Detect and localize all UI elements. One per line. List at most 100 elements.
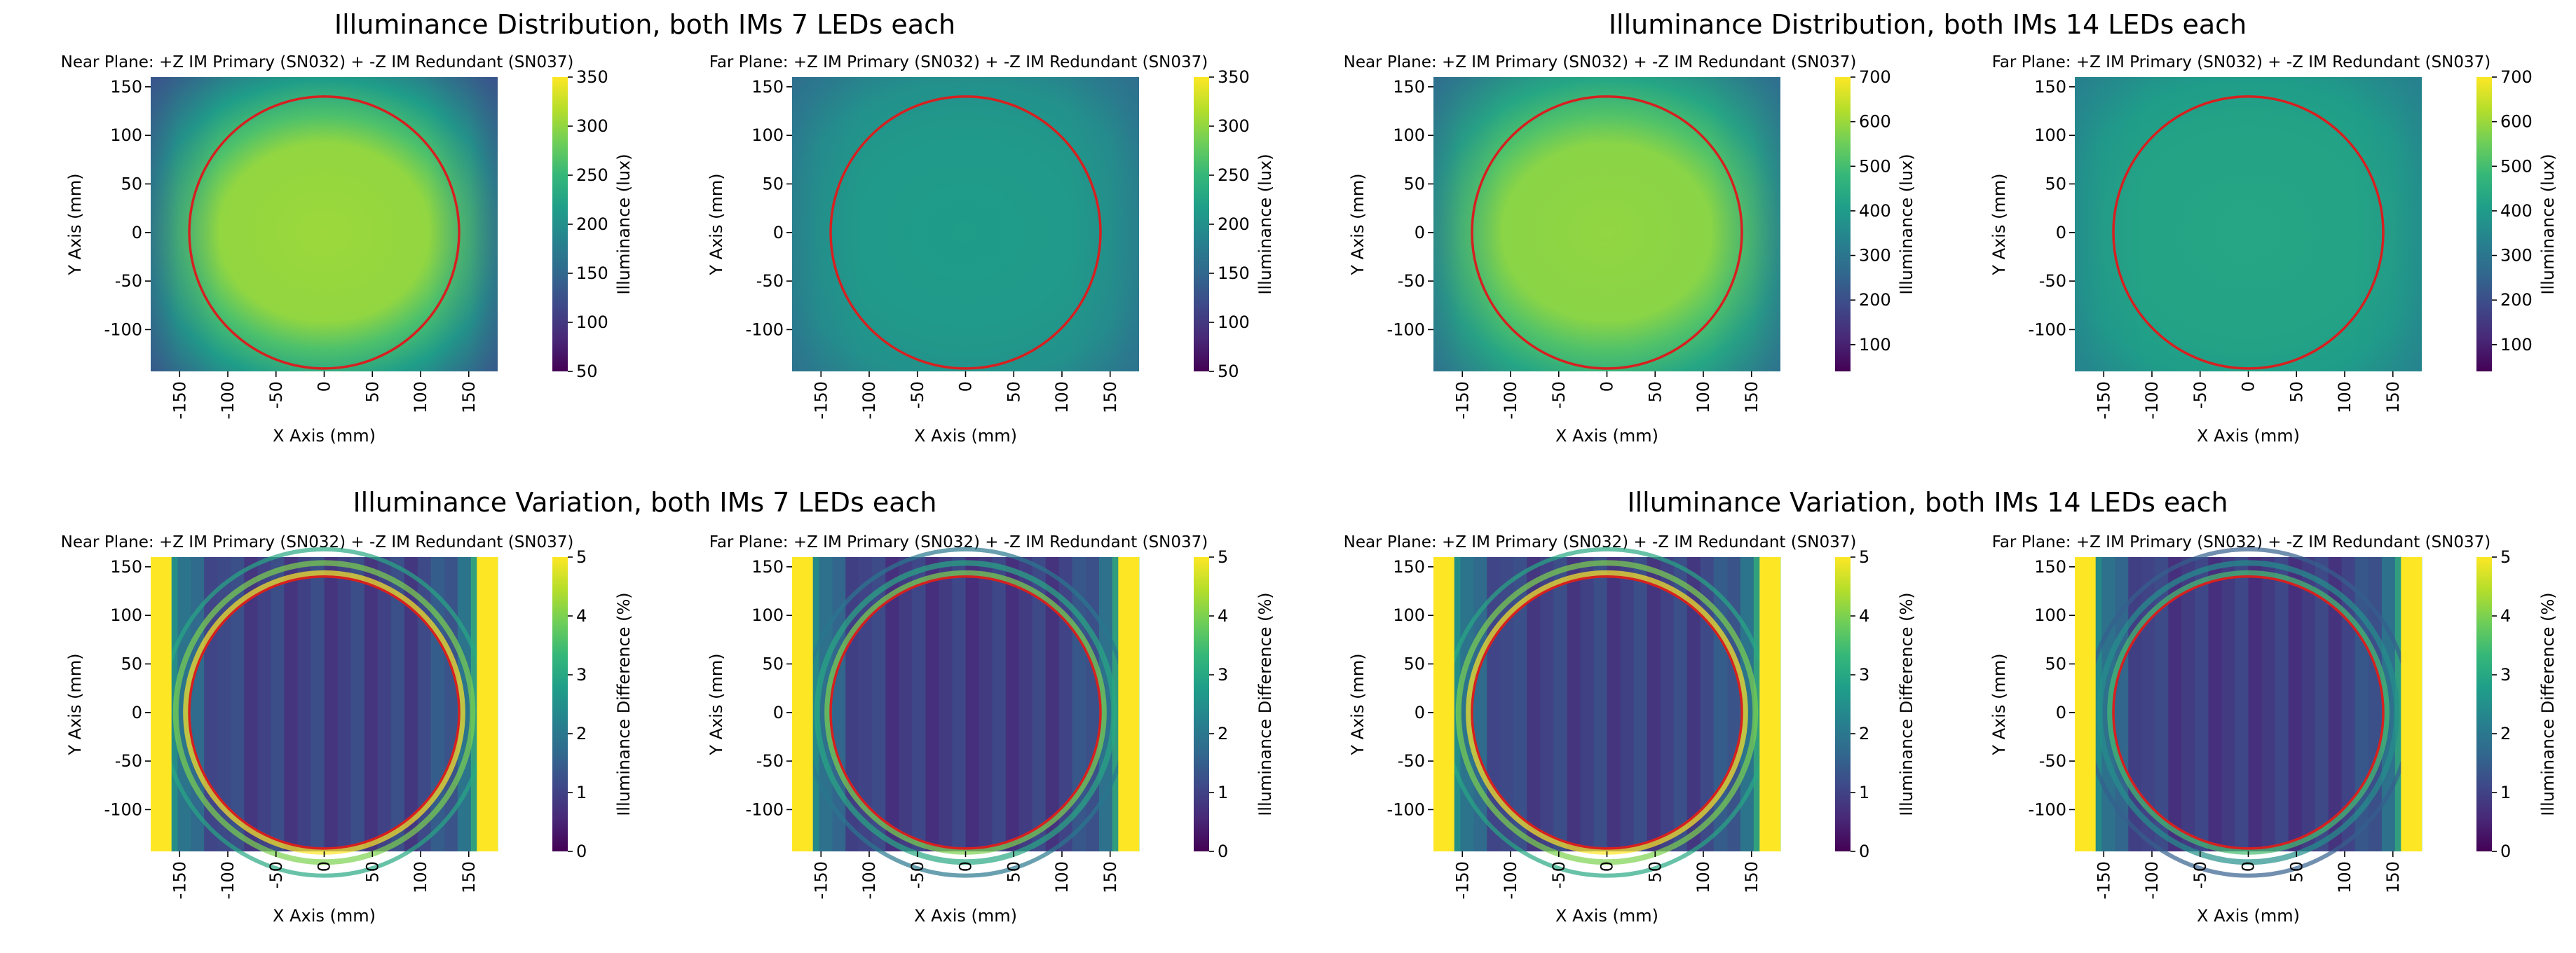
y-tick-label: 50	[2045, 654, 2066, 673]
colorbar-tick-label: 0	[1218, 842, 1228, 861]
colorbar-tick-label: 300	[576, 116, 608, 136]
x-axis-label: X Axis (mm)	[914, 906, 1017, 926]
y-tick-label: 0	[2056, 223, 2066, 242]
y-tick-label: 150	[751, 77, 784, 97]
y-tick-label: -100	[104, 320, 142, 339]
x-tick-label: 0	[956, 381, 976, 392]
variation-stripe	[965, 557, 980, 851]
panel-p4: Far Plane: +Z IM Primary (SN032) + -Z IM…	[1989, 53, 2558, 446]
y-tick-label: -50	[1398, 751, 1425, 771]
y-tick-label: 100	[110, 125, 142, 145]
variation-stripe	[1513, 557, 1527, 851]
x-axis-label: X Axis (mm)	[914, 426, 1017, 446]
variation-stripe	[2221, 557, 2235, 851]
x-tick-label: 100	[1694, 861, 1713, 893]
colorbar-tick-label: 0	[576, 842, 587, 861]
suptitle-distribution-7-leds: Illuminance Distribution, both IMs 7 LED…	[334, 9, 955, 40]
x-tick-label: 150	[2383, 861, 2403, 893]
variation-stripe	[2168, 557, 2182, 851]
colorbar-tick-label: 400	[1859, 201, 1891, 221]
colorbar-tick-label: 200	[576, 214, 608, 234]
variation-stripe	[912, 557, 926, 851]
variation-left-band	[1433, 557, 1454, 851]
y-tick-label: -100	[1387, 800, 1425, 819]
y-tick-label: 0	[132, 703, 142, 722]
colorbar-tick-label: 250	[1218, 165, 1250, 185]
variation-stripe	[939, 557, 953, 851]
x-tick-label: 150	[2383, 381, 2403, 413]
colorbar-tick-label: 300	[2500, 246, 2533, 266]
variation-stripe	[1580, 557, 1594, 851]
y-tick-label: 50	[1403, 654, 1425, 673]
y-axis-label: Y Axis (mm)	[1989, 173, 2009, 275]
colorbar-tick-label: 50	[1218, 362, 1239, 381]
variation-stripe	[1032, 557, 1047, 851]
x-axis-label: X Axis (mm)	[273, 906, 376, 926]
x-tick-label: 100	[1052, 381, 1072, 413]
y-tick-label: 50	[762, 174, 784, 193]
variation-stripe	[1633, 557, 1648, 851]
variation-stripe	[2155, 557, 2169, 851]
aperture-circle	[188, 95, 461, 370]
colorbar-tick-label: 100	[576, 313, 608, 332]
colorbar-label: Illuminance (lux)	[2538, 153, 2558, 294]
x-tick-label: 100	[1694, 381, 1713, 413]
variation-stripe	[1500, 557, 1514, 851]
aperture-circle	[1471, 95, 1743, 370]
aperture-circle	[2112, 575, 2385, 850]
y-tick-label: 0	[1415, 703, 1425, 722]
variation-ring	[172, 560, 476, 865]
y-axis-label: Y Axis (mm)	[1348, 653, 1368, 755]
colorbar-tick-label: 100	[2500, 335, 2533, 355]
x-tick-label: 0	[956, 861, 976, 872]
colorbar-label: Illuminance Difference (%)	[2538, 592, 2558, 816]
colorbar-tick-label: 5	[1859, 547, 1869, 567]
x-tick-label: 100	[411, 381, 430, 413]
y-tick-label: 50	[2045, 174, 2066, 193]
colorbar-tick-label: 200	[1218, 214, 1250, 234]
colorbar-tick-label: 350	[1218, 67, 1250, 87]
y-axis-label: Y Axis (mm)	[707, 653, 726, 755]
variation-stripe	[364, 557, 379, 851]
colorbar	[1835, 557, 1851, 851]
variation-ring	[183, 570, 465, 855]
colorbar-tick-label: 350	[576, 67, 608, 87]
colorbar-tick-label: 50	[576, 362, 598, 381]
panel-p1: Near Plane: +Z IM Primary (SN032) + -Z I…	[61, 53, 634, 446]
y-tick-label: 150	[2034, 557, 2066, 577]
panel-title: Far Plane: +Z IM Primary (SN032) + -Z IM…	[1992, 53, 2491, 71]
y-tick-label: 100	[1393, 605, 1425, 625]
x-tick-label: 50	[362, 381, 382, 403]
y-tick-label: 100	[751, 605, 784, 625]
x-tick-label: -150	[170, 861, 189, 899]
x-tick-label: 50	[2287, 381, 2306, 403]
x-tick-label: 50	[1645, 381, 1665, 403]
variation-stripe	[859, 557, 873, 851]
colorbar-tick-label: 600	[2500, 112, 2533, 132]
variation-stripe	[1647, 557, 1661, 851]
colorbar-label: Illuminance (lux)	[614, 153, 634, 294]
suptitle-distribution-14-leds: Illuminance Distribution, both IMs 14 LE…	[1609, 9, 2247, 40]
heatmap-edge-shading	[151, 77, 498, 371]
x-tick-label: 0	[315, 861, 334, 872]
colorbar-tick-label: 400	[2500, 201, 2533, 221]
y-tick-label: -100	[104, 800, 142, 819]
colorbar-tick-label: 3	[2500, 665, 2511, 685]
colorbar-tick-label: 1	[1859, 783, 1869, 802]
y-tick-label: -100	[2029, 320, 2066, 339]
variation-ring	[1455, 560, 1759, 865]
variation-stripe	[324, 557, 339, 851]
colorbar-tick-label: 500	[1859, 156, 1891, 176]
x-tick-label: -150	[811, 861, 831, 899]
colorbar-tick-label: 150	[576, 263, 608, 283]
y-tick-label: 150	[2034, 77, 2066, 97]
x-tick-label: -50	[266, 861, 286, 889]
colorbar-tick-label: 300	[1859, 246, 1891, 266]
variation-stripe	[2195, 557, 2209, 851]
panels: Near Plane: +Z IM Primary (SN032) + -Z I…	[61, 53, 2558, 926]
x-tick-label: 150	[1742, 861, 1761, 893]
variation-stripe	[271, 557, 285, 851]
colorbar	[1835, 77, 1851, 371]
y-tick-label: -50	[115, 271, 142, 291]
